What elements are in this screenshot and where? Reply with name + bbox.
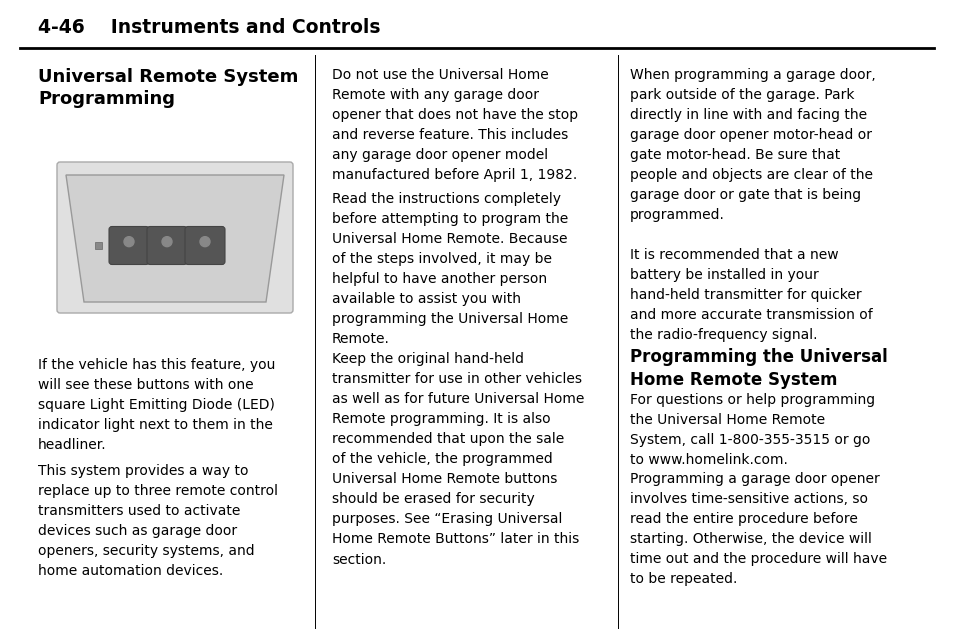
Text: If the vehicle has this feature, you
will see these buttons with one
square Ligh: If the vehicle has this feature, you wil… xyxy=(38,358,275,452)
Text: Universal Remote System
Programming: Universal Remote System Programming xyxy=(38,68,298,108)
Text: When programming a garage door,
park outside of the garage. Park
directly in lin: When programming a garage door, park out… xyxy=(629,68,875,223)
Text: 4-46    Instruments and Controls: 4-46 Instruments and Controls xyxy=(38,18,380,37)
Circle shape xyxy=(162,237,172,247)
FancyBboxPatch shape xyxy=(147,226,187,265)
FancyBboxPatch shape xyxy=(185,226,225,265)
Text: Keep the original hand-held
transmitter for use in other vehicles
as well as for: Keep the original hand-held transmitter … xyxy=(332,352,584,567)
Polygon shape xyxy=(66,175,284,302)
FancyBboxPatch shape xyxy=(57,162,293,313)
Circle shape xyxy=(200,237,210,247)
Text: This system provides a way to
replace up to three remote control
transmitters us: This system provides a way to replace up… xyxy=(38,464,277,578)
Text: For questions or help programming
the Universal Home Remote
System, call 1-800-3: For questions or help programming the Un… xyxy=(629,393,874,467)
Text: Do not use the Universal Home
Remote with any garage door
opener that does not h: Do not use the Universal Home Remote wit… xyxy=(332,68,578,182)
Text: Read the instructions completely
before attempting to program the
Universal Home: Read the instructions completely before … xyxy=(332,192,568,346)
Text: Programming the Universal
Home Remote System: Programming the Universal Home Remote Sy… xyxy=(629,348,887,389)
Text: It is recommended that a new
battery be installed in your
hand-held transmitter : It is recommended that a new battery be … xyxy=(629,248,872,342)
Bar xyxy=(95,242,102,248)
FancyBboxPatch shape xyxy=(109,226,149,265)
Circle shape xyxy=(124,237,133,247)
Text: Programming a garage door opener
involves time-sensitive actions, so
read the en: Programming a garage door opener involve… xyxy=(629,472,886,586)
